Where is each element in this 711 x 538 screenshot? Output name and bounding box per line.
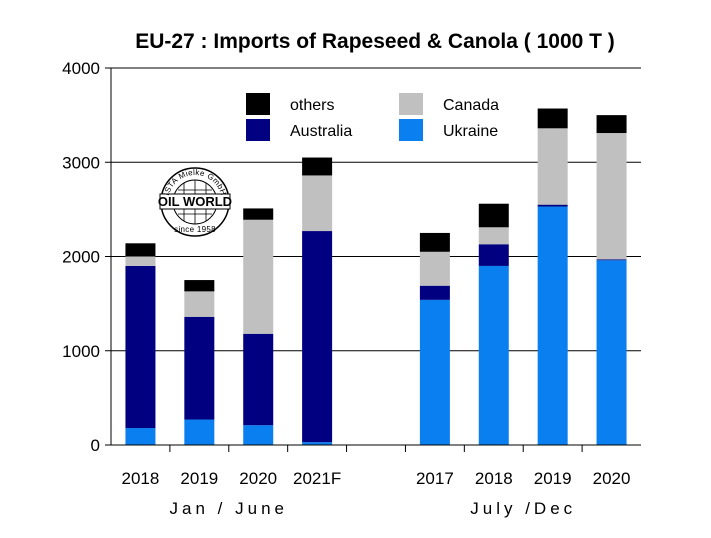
bar-segment-australia (302, 231, 333, 443)
bar-segment-australia (125, 265, 156, 429)
y-tick-label: 0 (91, 436, 100, 455)
x-tick-labels: 2018 2019 2020 2021F 2017 2018 2019 2020 (122, 469, 631, 488)
bar-segment-canada (125, 256, 156, 266)
bar-segment-ukraine (419, 299, 450, 445)
bar-segment-australia (478, 244, 509, 266)
legend-swatch-others (246, 93, 270, 115)
y-tick-label: 3000 (62, 153, 100, 172)
x-tick-label: 2018 (122, 469, 160, 488)
x-tick-label: 2021F (293, 469, 341, 488)
bar-segment-canada (537, 128, 568, 205)
bar-segment-canada (596, 133, 627, 260)
logo-bottom-text: since 1958 (174, 225, 216, 234)
x-tick-label: 2017 (416, 469, 454, 488)
bar-segment-ukraine (125, 428, 156, 445)
bar-segment-others (302, 157, 333, 176)
group-labels: Jan / June July /Dec (170, 499, 576, 518)
bar-segment-canada (243, 219, 274, 334)
legend-label-ukraine: Ukraine (443, 123, 498, 140)
y-tick-label: 4000 (62, 59, 100, 78)
bar-segment-ukraine (243, 425, 274, 445)
bar-segment-others (243, 208, 274, 220)
bar-segment-australia (243, 333, 274, 426)
y-tick-labels: 0 1000 2000 3000 4000 (62, 59, 100, 455)
y-tick-label: 1000 (62, 342, 100, 361)
legend-swatch-ukraine (399, 119, 423, 141)
bar-segment-others (537, 108, 568, 129)
bar-segment-australia (184, 316, 215, 420)
legend: others Canada Australia Ukraine (246, 93, 499, 141)
logo-banner (159, 193, 231, 210)
bar-segment-canada (478, 227, 509, 245)
bar-segment-australia (537, 204, 568, 207)
bar-segment-others (184, 280, 215, 292)
bar-segment-australia (419, 285, 450, 300)
bar-segment-others (596, 115, 627, 134)
chart-title: EU-27 : Imports of Rapeseed & Canola ( 1… (135, 30, 615, 53)
x-tick-label: 2019 (534, 469, 572, 488)
bar-segment-others (125, 243, 156, 257)
axes (105, 67, 641, 452)
x-tick-label: 2020 (239, 469, 277, 488)
bar-segment-canada (419, 251, 450, 286)
bars (125, 108, 627, 445)
bar-segment-ukraine (537, 206, 568, 445)
bar-segment-others (478, 203, 509, 228)
bar-segment-ukraine (596, 260, 627, 445)
y-tick-label: 2000 (62, 248, 100, 267)
x-tick-label: 2019 (180, 469, 218, 488)
bar-segment-others (419, 232, 450, 252)
bar-segment-canada (302, 175, 333, 232)
legend-label-others: others (290, 97, 334, 114)
x-tick-label: 2018 (475, 469, 513, 488)
bar-segment-ukraine (184, 419, 215, 445)
legend-swatch-canada (399, 93, 423, 115)
group-label: Jan / June (170, 499, 288, 518)
bar-segment-ukraine (302, 442, 333, 445)
legend-label-canada: Canada (443, 97, 499, 114)
logo-main-text: OIL WORLD (158, 194, 232, 209)
bar-segment-australia (596, 259, 627, 261)
bar-segment-canada (184, 291, 215, 317)
x-tick-label: 2020 (593, 469, 631, 488)
legend-swatch-australia (246, 119, 270, 141)
bar-segment-ukraine (478, 265, 509, 445)
oil-world-logo: OIL WORLD ISTA Mielke GmbH since 1958 (158, 167, 232, 237)
group-label: July /Dec (470, 499, 576, 518)
legend-label-australia: Australia (290, 123, 352, 140)
